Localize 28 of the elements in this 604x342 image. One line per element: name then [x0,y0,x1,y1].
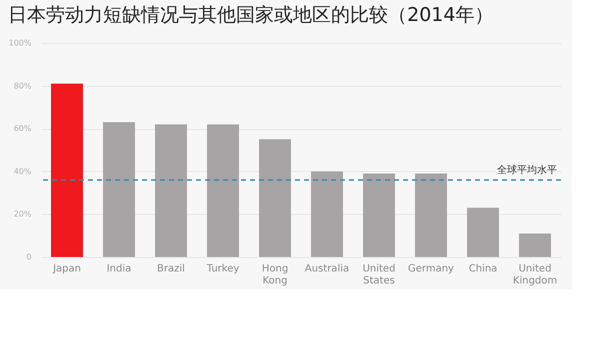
y-tick-label: 40% [14,166,32,176]
x-tick-label: Turkey [206,264,240,274]
bar [415,174,447,257]
x-tick-label: Brazil [157,264,185,274]
bar [207,124,239,257]
x-tick-label: Germany [408,264,454,274]
x-tick-label: India [106,264,132,274]
bar [467,208,499,257]
x-tick-label: Japan [52,264,81,274]
y-tick-label: 100% [8,38,32,48]
x-tick-label: Australia [304,264,350,274]
x-tick-label: United States [362,264,396,286]
bar [363,174,395,257]
bar [51,84,83,257]
bar [519,233,551,257]
y-tick-label: 80% [14,81,32,90]
y-tick-label: 20% [14,210,32,219]
y-tick-label: 60% [14,124,32,134]
bar [103,122,135,257]
x-tick-label: China [468,264,498,274]
ref-line-label: 全球平均水平 [497,164,557,176]
x-tick-label: United Kingdom [512,264,558,286]
bar [155,124,187,257]
bar [259,139,291,257]
chart-title: 日本劳动力短缺情况与其他国家或地区的比较（2014年） [8,4,494,26]
y-tick-label: 0 [26,252,32,262]
bar [311,171,343,257]
x-tick-label: Hong Kong [262,264,288,286]
